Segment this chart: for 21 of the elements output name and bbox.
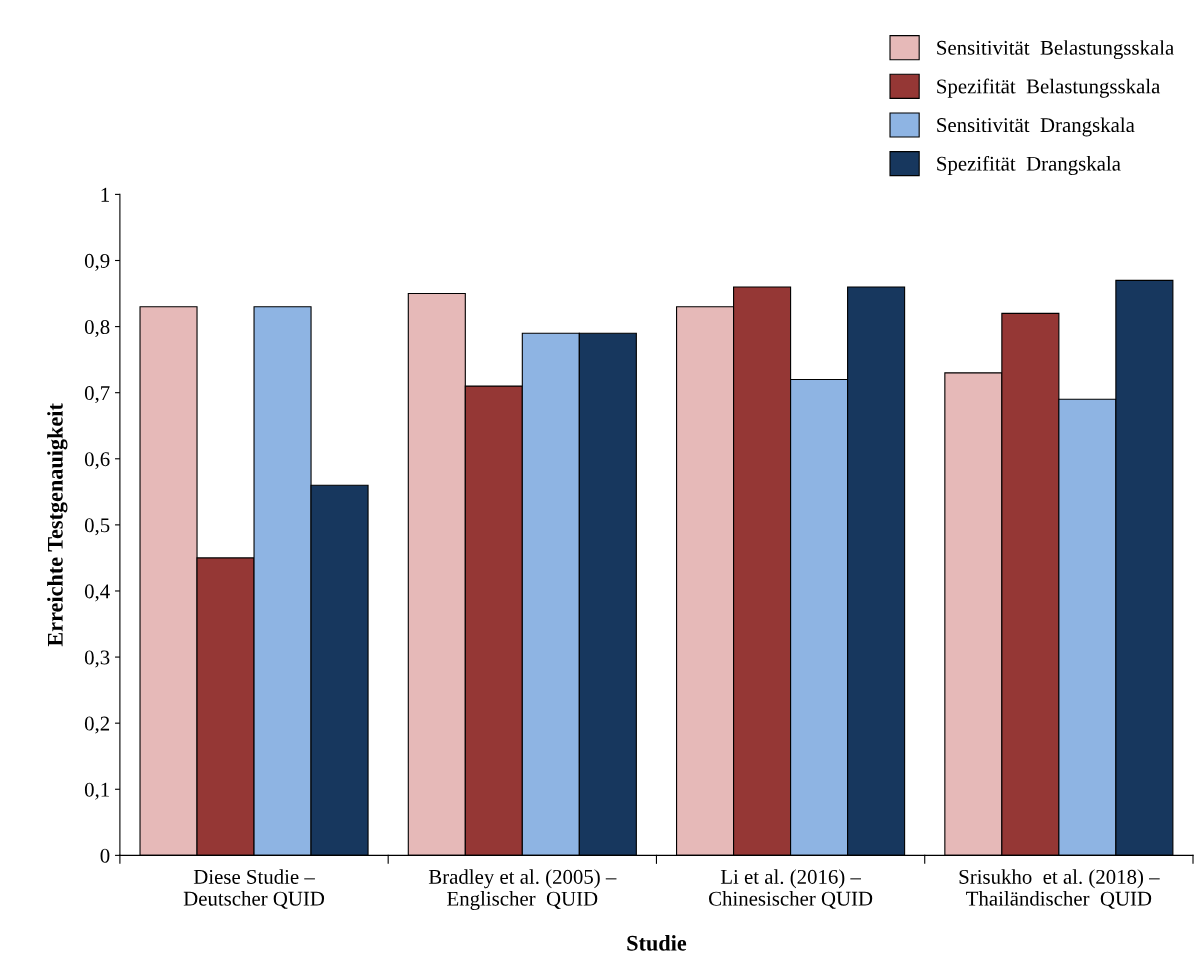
y-tick-label: 0,5	[84, 518, 110, 536]
y-axis-title: Erreichte Testgenauigkeit	[47, 403, 68, 647]
y-tick-label: 0,6	[84, 452, 110, 470]
legend-label: Sensitivität Drangskala	[937, 117, 1135, 137]
x-tick-label: Srisukho et al. (2018) – Thailändischer QUID	[959, 869, 1160, 909]
y-tick-label: 0,4	[84, 584, 110, 602]
y-tick-label: 0,1	[84, 782, 109, 800]
legend-label: Spezifität Belastungsskala	[937, 78, 1161, 98]
x-axis-title: Studie	[627, 935, 687, 951]
y-tick-label: 0,7	[84, 386, 110, 404]
y-tick-label: 0,2	[84, 716, 110, 734]
legend-label: Sensitivität Belastungsskala	[937, 40, 1174, 60]
x-tick-label: Li et al. (2016) – Chinesischer QUID	[709, 869, 873, 909]
y-tick-label: 0,9	[84, 253, 110, 271]
y-tick-label: 0,8	[84, 319, 110, 338]
legend-label: Spezifität Drangskala	[937, 155, 1121, 176]
y-tick-label: 0,3	[84, 650, 110, 668]
x-tick-label: Diese Studie – Deutscher QUID	[183, 869, 325, 909]
x-tick-label: Bradley et al. (2005) – Englischer QUID	[428, 869, 617, 911]
y-tick-label: 0	[100, 848, 110, 863]
y-tick-label: 1	[101, 187, 109, 202]
